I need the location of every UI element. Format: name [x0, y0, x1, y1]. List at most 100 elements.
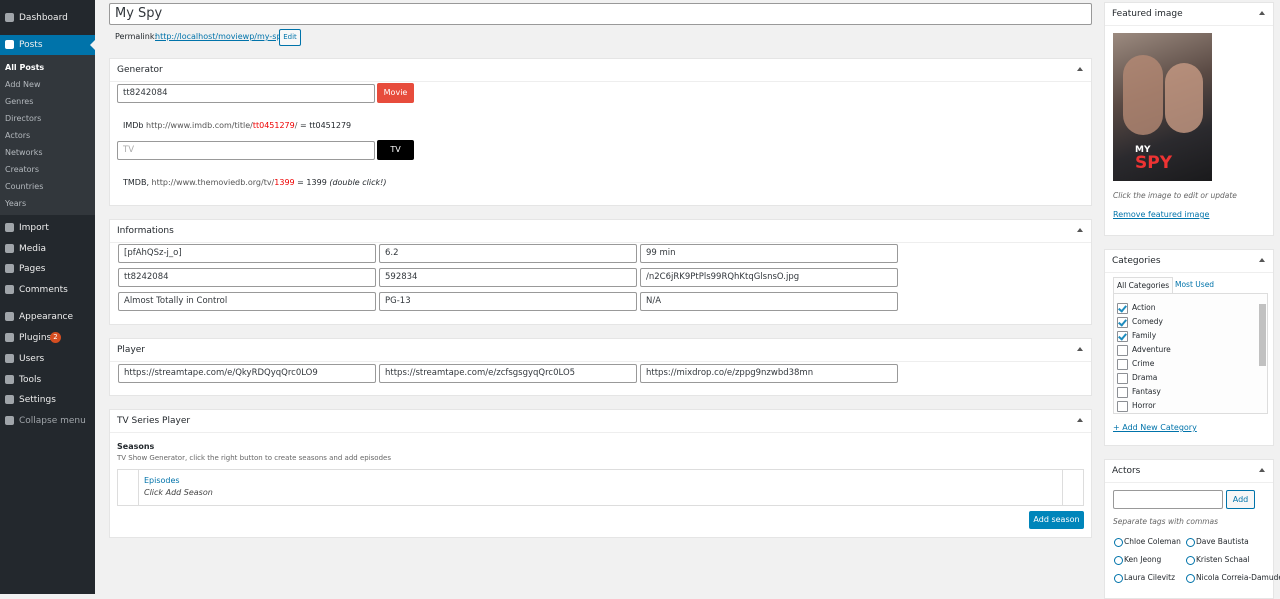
- info-field[interactable]: tt8242084: [118, 268, 376, 287]
- menu-label[interactable]: Media: [19, 244, 47, 254]
- permalink-url[interactable]: http://localhost/moviewp/my-spy/: [155, 32, 289, 41]
- menu-label[interactable]: Import: [19, 223, 49, 233]
- menu-item[interactable]: Tools: [0, 370, 95, 390]
- menu-icon: [5, 416, 14, 425]
- menu-label[interactable]: Plugins: [19, 333, 52, 343]
- category-tab[interactable]: Most Used: [1175, 280, 1215, 289]
- submenu-item[interactable]: Directors: [5, 114, 42, 123]
- info-field[interactable]: PG-13: [379, 292, 637, 311]
- add-category-link[interactable]: + Add New Category: [1113, 423, 1197, 432]
- info-field[interactable]: 592834: [379, 268, 637, 287]
- category-checkbox[interactable]: [1117, 359, 1128, 370]
- category-checkbox[interactable]: [1117, 345, 1128, 356]
- category-label: Comedy: [1132, 317, 1163, 326]
- menu-item[interactable]: Users: [0, 349, 95, 369]
- category-label: Adventure: [1132, 345, 1171, 354]
- remove-tag-icon[interactable]: [1186, 538, 1195, 547]
- menu-label[interactable]: Collapse menu: [19, 416, 86, 426]
- menu-item[interactable]: Dashboard: [0, 8, 95, 28]
- permalink-label: Permalink:: [115, 32, 158, 41]
- hint-id: tt0451279: [252, 121, 295, 130]
- submenu-item[interactable]: Countries: [5, 182, 44, 191]
- menu-item[interactable]: Media: [0, 239, 95, 259]
- imdb-input[interactable]: tt8242084: [117, 84, 375, 103]
- actor-tag: Ken Jeong: [1124, 555, 1162, 564]
- post-title-input[interactable]: My Spy: [109, 3, 1092, 25]
- check-mark: [1118, 331, 1127, 341]
- submenu-item[interactable]: Years: [5, 199, 27, 208]
- info-field[interactable]: [pfAhQSz-j_o]: [118, 244, 376, 263]
- menu-item[interactable]: Posts: [0, 35, 95, 55]
- menu-label[interactable]: Tools: [19, 375, 42, 385]
- hint-note: (double click!): [329, 178, 387, 187]
- menu-label[interactable]: Dashboard: [19, 13, 68, 23]
- actor-tag: Laura Cilevitz: [1124, 573, 1176, 582]
- edit-permalink-button[interactable]: Edit: [279, 29, 301, 46]
- menu-item[interactable]: Plugins 2: [0, 328, 95, 348]
- actor-input[interactable]: [1113, 490, 1223, 509]
- poster-text: SPY: [1135, 153, 1173, 173]
- admin-sidebar: Dashboard Posts All Posts Add New Genres Dire…: [0, 0, 95, 594]
- menu-label[interactable]: Users: [19, 354, 45, 364]
- submenu-item[interactable]: Actors: [5, 131, 31, 140]
- menu-item[interactable]: Comments: [0, 280, 95, 300]
- box-title: TV Series Player: [117, 416, 191, 426]
- episodes-link[interactable]: Episodes: [144, 476, 180, 485]
- category-tab[interactable]: All Categories: [1113, 277, 1174, 294]
- season-list: Episodes Click Add Season: [117, 469, 1084, 506]
- menu-label[interactable]: Settings: [19, 395, 56, 405]
- category-checkbox[interactable]: [1117, 317, 1128, 328]
- menu-item[interactable]: Collapse menu: [0, 411, 95, 431]
- tv-button[interactable]: TV: [377, 140, 414, 160]
- remove-tag-icon[interactable]: [1114, 538, 1123, 547]
- remove-tag-icon[interactable]: [1186, 574, 1195, 583]
- category-checkbox[interactable]: [1117, 373, 1128, 384]
- menu-item[interactable]: Pages: [0, 259, 95, 279]
- submenu-item[interactable]: Add New: [5, 80, 41, 89]
- info-field[interactable]: 6.2: [379, 244, 637, 263]
- menu-item[interactable]: Import: [0, 218, 95, 238]
- featured-image[interactable]: MY SPY: [1113, 33, 1212, 181]
- menu-arrow: [90, 40, 95, 50]
- poster-text: MY: [1135, 145, 1151, 155]
- info-field[interactable]: N/A: [640, 292, 898, 311]
- remove-image-link[interactable]: Remove featured image: [1113, 210, 1210, 219]
- category-checkbox[interactable]: [1117, 387, 1128, 398]
- add-actor-button[interactable]: Add: [1226, 490, 1255, 509]
- actor-tag: Kristen Schaal: [1196, 555, 1250, 564]
- category-checkbox[interactable]: [1117, 331, 1128, 342]
- hint-prefix: TMDB,: [123, 178, 149, 187]
- submenu-item[interactable]: Creators: [5, 165, 40, 174]
- player-field[interactable]: https://streamtape.com/e/QkyRDQyqQrc0LO9: [118, 364, 376, 383]
- menu-item[interactable]: Settings: [0, 390, 95, 410]
- player-field[interactable]: https://streamtape.com/e/zcfsgsgyqQrc0LO…: [379, 364, 637, 383]
- remove-tag-icon[interactable]: [1114, 556, 1123, 565]
- info-field[interactable]: Almost Totally in Control: [118, 292, 376, 311]
- player-box: Player https://streamtape.com/e/QkyRDQyq…: [109, 338, 1092, 396]
- menu-label[interactable]: Pages: [19, 264, 46, 274]
- menu-label[interactable]: Posts: [19, 40, 43, 50]
- remove-tag-icon[interactable]: [1186, 556, 1195, 565]
- seasons-label: Seasons: [117, 442, 155, 451]
- add-season-button[interactable]: Add season: [1029, 511, 1084, 529]
- submenu-item[interactable]: Genres: [5, 97, 34, 106]
- menu-item[interactable]: Appearance: [0, 307, 95, 327]
- remove-tag-icon[interactable]: [1114, 574, 1123, 583]
- player-field[interactable]: https://mixdrop.co/e/zppg9nzwbd38mn: [640, 364, 898, 383]
- tv-input[interactable]: TV: [117, 141, 375, 160]
- submenu-item[interactable]: Networks: [5, 148, 43, 157]
- add-season-hint: Click Add Season: [144, 488, 213, 497]
- menu-label[interactable]: Appearance: [19, 312, 74, 322]
- actors-box: Actors Add Separate tags with commas Chl…: [1104, 459, 1280, 599]
- image-caption: Click the image to edit or update: [1113, 191, 1237, 200]
- movie-button[interactable]: Movie: [377, 83, 414, 103]
- featured-image-box: Featured image MY SPY Click the image to…: [1104, 2, 1274, 236]
- category-checkbox[interactable]: [1117, 401, 1128, 412]
- submenu-item[interactable]: All Posts: [5, 63, 45, 72]
- category-label: Drama: [1132, 373, 1158, 382]
- info-field[interactable]: /n2C6jRK9PtPls99RQhKtqGlsnsO.jpg: [640, 268, 898, 287]
- category-checkbox[interactable]: [1117, 303, 1128, 314]
- menu-label[interactable]: Comments: [19, 285, 68, 295]
- info-field[interactable]: 99 min: [640, 244, 898, 263]
